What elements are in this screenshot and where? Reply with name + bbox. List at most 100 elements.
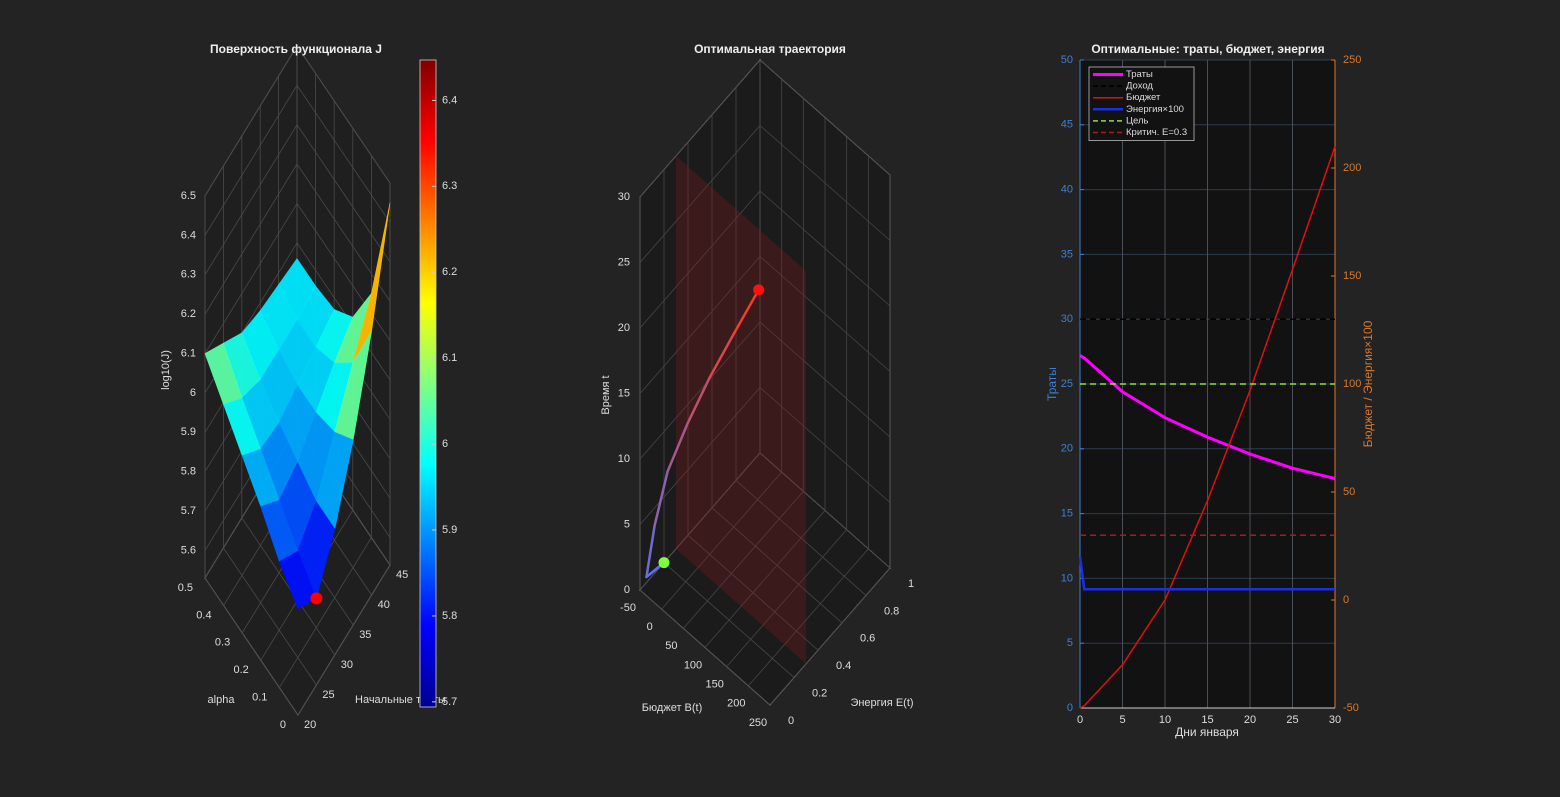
x-axis-label: Дни января (1175, 725, 1239, 739)
x-tick-label: 30 (1329, 714, 1341, 726)
grid-line (661, 471, 782, 610)
start-point (658, 557, 670, 569)
y-axis-label: Энергия E(t) (850, 697, 913, 709)
z-tick-label: 5 (624, 518, 630, 530)
y2-tick-label: 150 (1343, 270, 1361, 282)
end-point (753, 284, 765, 296)
x-tick-label: 0.4 (196, 609, 211, 621)
z-tick-label: 6.3 (181, 269, 196, 281)
grid-line (204, 45, 298, 197)
y-tick-label: 35 (1061, 248, 1073, 260)
grid-line (639, 125, 761, 263)
x-tick-label: 150 (705, 679, 723, 691)
y-tick-label: 30 (341, 659, 353, 671)
legend-label: Траты (1126, 69, 1153, 80)
critical-plane (676, 155, 806, 664)
y-tick-label: 0.8 (884, 605, 899, 617)
x-tick-label: 20 (1244, 714, 1256, 726)
x-tick-label: 25 (1286, 714, 1298, 726)
grid-line (683, 491, 804, 629)
y-axis-label: Траты (1045, 367, 1059, 401)
y-tick-label: 0 (1067, 702, 1073, 714)
grid-line (704, 510, 826, 648)
grid-line (759, 190, 891, 307)
y-tick-label: 25 (1061, 378, 1073, 390)
z-axis-label: log10(J) (160, 350, 172, 390)
grid-line (204, 577, 299, 716)
y-tick-label: 45 (1061, 119, 1073, 131)
x-tick-label: 5 (1119, 714, 1125, 726)
grid-line (711, 507, 843, 624)
y2-tick-label: 100 (1343, 378, 1361, 390)
grid-line (759, 387, 891, 503)
grid-line (296, 242, 391, 381)
z-tick-label: 6.1 (181, 347, 196, 359)
x-tick-label: 250 (749, 717, 767, 729)
z-tick-label: 6.5 (181, 190, 196, 202)
trajectory-segment (686, 376, 711, 425)
grid-line (639, 321, 761, 460)
z-tick-label: 5.9 (181, 426, 196, 438)
y-tick-label: 10 (1061, 572, 1073, 584)
y-tick-label: 25 (322, 689, 334, 701)
colorbar-tick-label: 5.7 (442, 696, 457, 708)
trajectory-segment (708, 332, 736, 379)
trajectory-segment (645, 524, 656, 579)
legend-label: Бюджет (1126, 92, 1161, 103)
y-tick-label: 0 (788, 715, 794, 727)
grid-line (204, 124, 298, 275)
x-tick-label: 50 (665, 640, 677, 652)
y-tick-label: 0.2 (812, 688, 827, 700)
colorbar-tick-label: 6.2 (442, 266, 457, 278)
colorbar-tick-label: 6.4 (442, 94, 457, 106)
legend-label: Критич. E=0.3 (1126, 127, 1187, 138)
z-tick-label: 6.4 (181, 229, 196, 241)
surface-patch (279, 550, 317, 610)
y-tick-label: 40 (1061, 184, 1073, 196)
grid-line (296, 85, 391, 223)
z-tick-label: 5.6 (181, 544, 196, 556)
grid-line (759, 256, 891, 372)
y-tick-label: 45 (396, 569, 408, 581)
grid-line (759, 59, 891, 176)
z-tick-label: 5.7 (181, 505, 196, 517)
grid-line (663, 562, 795, 678)
y-tick-label: 40 (378, 599, 390, 611)
colorbar-tick-label: 5.8 (442, 610, 457, 622)
y2-tick-label: -50 (1343, 702, 1359, 714)
y-tick-label: 20 (304, 719, 316, 731)
z-tick-label: 10 (618, 453, 630, 465)
legend-label: Цель (1126, 115, 1149, 126)
y-tick-label: 50 (1061, 54, 1073, 66)
grid-line (639, 59, 761, 198)
x-tick-label: -50 (620, 602, 636, 614)
grid-line (241, 517, 336, 656)
grid-line (759, 452, 891, 569)
y-tick-label: 1 (908, 578, 914, 590)
y2-tick-label: 0 (1343, 594, 1349, 606)
x-tick-label: 0 (1077, 714, 1083, 726)
title: Оптимальные: траты, бюджет, энергия (1091, 42, 1324, 56)
series-line (1079, 146, 1336, 709)
y-tick-label: 0.4 (836, 660, 851, 672)
grid-line (204, 163, 298, 315)
minimum-marker (310, 592, 323, 605)
z-tick-label: 25 (618, 256, 630, 268)
y-tick-label: 35 (359, 629, 371, 641)
z-axis-label: Время t (600, 375, 612, 414)
series-line (1079, 354, 1336, 481)
grid-line (759, 125, 891, 241)
grid-line (296, 203, 391, 341)
z-tick-label: 5.8 (181, 466, 196, 478)
y-tick-label: 5 (1067, 637, 1073, 649)
grid-line (759, 321, 891, 438)
y-tick-label: 30 (1061, 313, 1073, 325)
y-tick-label: 0.6 (860, 633, 875, 645)
grid-line (726, 529, 847, 667)
x-tick-label: 200 (727, 698, 745, 710)
colorbar-tick-label: 6 (442, 438, 448, 450)
grid-line (297, 564, 391, 716)
title: Оптимальная траектория (694, 42, 846, 56)
colorbar (419, 59, 437, 708)
